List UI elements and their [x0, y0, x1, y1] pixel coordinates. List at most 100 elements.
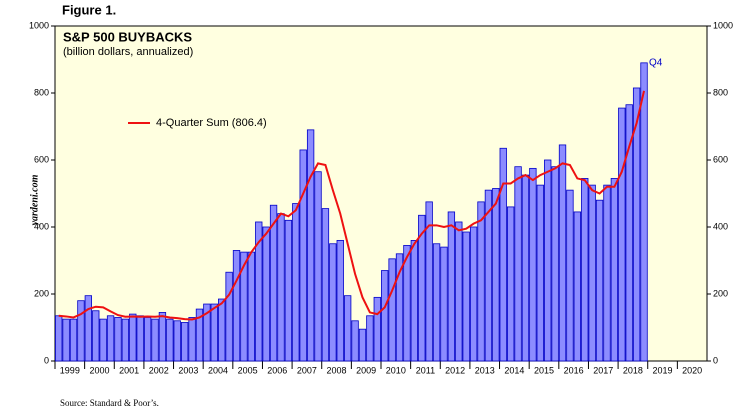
- bar: [529, 167, 537, 362]
- bar: [632, 87, 641, 362]
- bar: [284, 219, 293, 362]
- x-tick-label: 2016: [564, 365, 584, 375]
- bar: [588, 184, 596, 362]
- y2-tick-label: 400: [713, 221, 728, 231]
- bar: [358, 328, 367, 362]
- bar: [329, 243, 337, 362]
- bar: [129, 313, 137, 362]
- bar: [477, 201, 485, 362]
- bar: [62, 318, 70, 362]
- bar: [351, 320, 359, 362]
- bar: [166, 318, 174, 362]
- bar: [92, 310, 100, 362]
- bar: [106, 315, 115, 362]
- bar: [521, 174, 530, 362]
- line: [58, 90, 645, 321]
- annotation: Q4: [649, 57, 663, 68]
- bar: [610, 178, 619, 362]
- bar: [492, 188, 500, 362]
- watermark: yardeni.com: [29, 174, 40, 226]
- bar: [247, 251, 256, 362]
- bar: [455, 221, 463, 362]
- x-tick-label: 2017: [593, 365, 613, 375]
- bar: [114, 317, 122, 362]
- x-tick-label: 2001: [119, 365, 139, 375]
- x-tick-label: 2003: [178, 365, 198, 375]
- bar: [210, 303, 218, 362]
- bar: [336, 239, 344, 362]
- bar: [373, 296, 381, 362]
- y-tick-label: 600: [34, 154, 49, 164]
- bar: [403, 245, 411, 362]
- bar: [484, 189, 493, 362]
- x-tick-label: 2010: [386, 365, 406, 375]
- chart-title: S&P 500 BUYBACKS: [63, 29, 192, 44]
- bar: [440, 246, 448, 362]
- bar: [462, 231, 470, 362]
- bar: [262, 226, 270, 362]
- bar: [299, 149, 307, 362]
- bar: [536, 184, 544, 362]
- bar: [603, 184, 611, 362]
- x-tick-label: 2018: [623, 365, 643, 375]
- bar: [469, 226, 478, 362]
- bar: [277, 213, 285, 362]
- bar: [255, 221, 263, 362]
- y-tick-label: 800: [34, 87, 49, 97]
- x-tick-label: 2019: [653, 365, 673, 375]
- y-tick-label: 0: [44, 355, 49, 365]
- bar: [447, 211, 456, 362]
- y2-tick-label: 600: [713, 154, 728, 164]
- bar: [418, 214, 426, 362]
- bar: [269, 204, 278, 362]
- bar: [151, 318, 159, 362]
- y2-tick-label: 200: [713, 288, 728, 298]
- bar: [136, 315, 144, 362]
- x-tick-label: 2004: [208, 365, 228, 375]
- bar: [432, 243, 441, 362]
- bar: [232, 250, 241, 362]
- bar: [410, 239, 419, 362]
- bar: [618, 107, 626, 362]
- x-tick-label: 2014: [504, 365, 524, 375]
- chart-subtitle: (billion dollars, annualized): [63, 46, 193, 58]
- y2-tick-label: 0: [713, 355, 718, 365]
- bar: [306, 129, 315, 362]
- bar: [143, 317, 152, 362]
- figure-label: Figure 1.: [62, 2, 116, 17]
- bar: [240, 251, 248, 362]
- x-tick-label: 2006: [267, 365, 287, 375]
- bar: [99, 318, 107, 362]
- x-tick-label: 2005: [238, 365, 258, 375]
- bar: [292, 203, 300, 362]
- y2-tick-label: 800: [713, 87, 728, 97]
- bar: [203, 303, 211, 362]
- bar: [366, 315, 374, 362]
- x-tick-label: 2008: [327, 365, 347, 375]
- bar: [173, 320, 181, 362]
- bar: [566, 189, 574, 362]
- source-note: Source: Standard & Poor’s.: [60, 398, 159, 408]
- bar: [625, 104, 633, 362]
- bar: [180, 322, 189, 362]
- bar: [69, 318, 78, 362]
- x-tick-label: 2020: [682, 365, 702, 375]
- bar: [225, 271, 233, 362]
- x-tick-label: 1999: [60, 365, 80, 375]
- x-tick-label: 2000: [89, 365, 109, 375]
- bar: [218, 298, 226, 362]
- bar: [121, 318, 130, 362]
- bar: [77, 300, 85, 362]
- bar: [84, 295, 93, 362]
- bar: [388, 258, 396, 362]
- x-tick-label: 2011: [416, 365, 435, 375]
- bar: [581, 178, 589, 362]
- x-tick-label: 2012: [445, 365, 465, 375]
- bar: [573, 211, 582, 362]
- bar: [499, 147, 507, 362]
- y-tick-label: 200: [34, 288, 49, 298]
- bar: [314, 171, 322, 362]
- bar: [343, 295, 352, 362]
- legend-label: 4-Quarter Sum (806.4): [156, 117, 267, 129]
